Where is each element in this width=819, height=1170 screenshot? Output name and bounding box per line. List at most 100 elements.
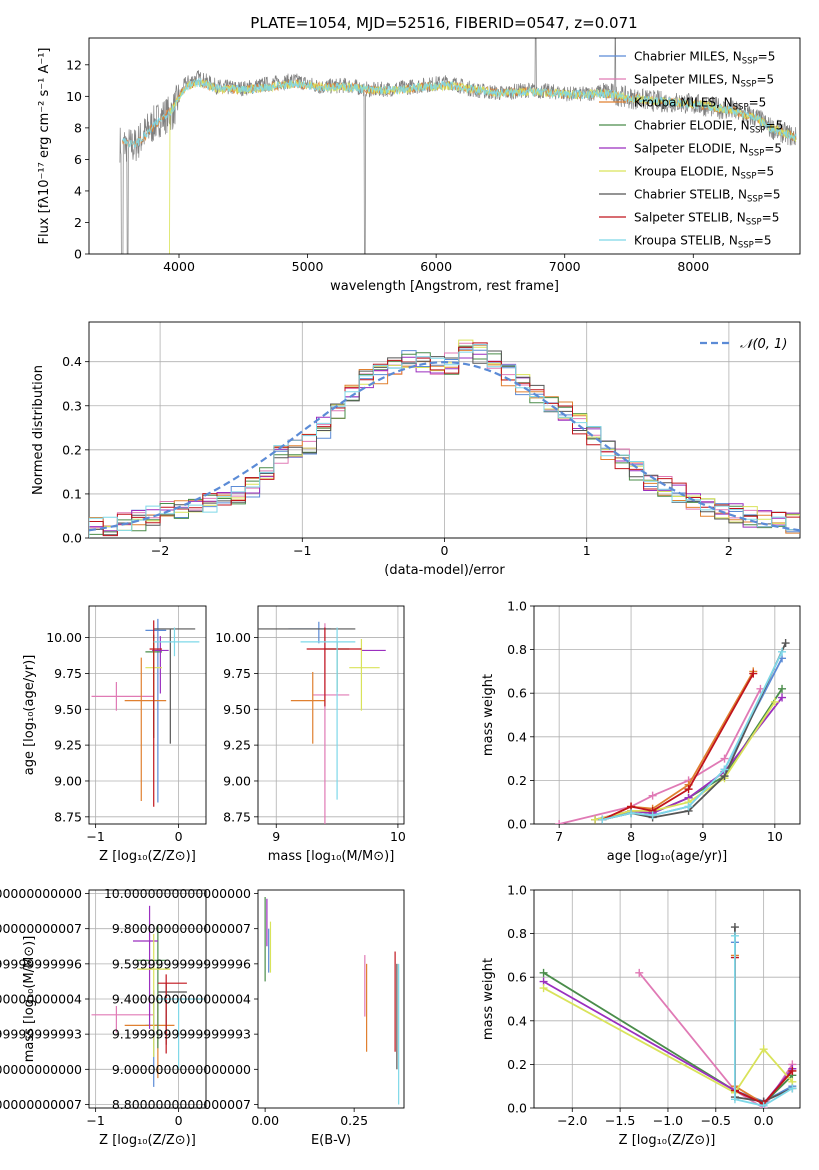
spectrum-panel: 4000 5000 6000 7000 8000 0 2 4 6 8 10 12 wavelength …	[37, 37, 801, 294]
y-tick-label: 4	[74, 183, 82, 198]
y-tick-label: 8.8000000000000007	[0, 1097, 82, 1112]
data-marker	[684, 785, 693, 794]
data-marker	[539, 984, 548, 993]
model-spectrum-line	[169, 78, 797, 254]
x-axis-label: Z [log₁₀(Z/Z⊙)]	[99, 1133, 196, 1148]
x-axis-label: Z [log₁₀(Z/Z⊙)]	[99, 849, 196, 864]
data-marker	[788, 1084, 797, 1093]
y-tick-label: 9.8000000000000007	[112, 921, 251, 936]
mass-vs-metallicity-plot-area	[91, 905, 204, 1087]
x-tick-label: 0.00	[251, 1113, 279, 1128]
age-vs-metallicity-panel: −1 0 8.75 9.00 9.25 9.50 9.75 10.00 Z [log₁₀(Z/Z…	[22, 605, 207, 864]
y-tick-label: 0.0	[62, 531, 82, 546]
y-tick-label: 12	[66, 57, 82, 72]
y-tick-label: 0.6	[507, 686, 527, 701]
y-tick-label: 9.0000000000000000	[112, 1062, 251, 1077]
mass-weight-vs-age-plot-area	[555, 639, 790, 824]
data-marker	[778, 647, 787, 656]
x-tick-label: 8000	[677, 259, 709, 274]
mass-weight-vs-metallicity-plot-area	[539, 923, 797, 1108]
y-tick-label: 0.4	[507, 729, 527, 744]
data-marker	[759, 1101, 768, 1108]
y-axis-label: mass weight	[481, 958, 496, 1040]
y-tick-label: 10.00	[215, 630, 251, 645]
y-tick-label: 9.1999999999999993	[112, 1027, 251, 1042]
observed-spectrum-line	[119, 38, 797, 254]
y-tick-label: 0.8	[507, 926, 527, 941]
y-axis-label: mass [log₁₀(M/M⊙)]	[22, 936, 37, 1063]
y-tick-label: 6	[74, 152, 82, 167]
mass-vs-extinction-panel: 0.00 0.25 8.8000000000000007 9.000000000000…	[104, 886, 405, 1148]
y-tick-label: 0.4	[507, 1013, 527, 1028]
x-tick-label: 0.25	[340, 1113, 368, 1128]
data-marker	[778, 693, 787, 702]
y-tick-label: 0.0	[507, 1101, 527, 1116]
y-tick-label: 10.0000000000000000	[0, 886, 82, 901]
y-tick-label: 9.75	[54, 666, 82, 681]
x-tick-label: 0	[441, 543, 449, 558]
x-tick-label: 4000	[163, 259, 195, 274]
mass-weight-series	[558, 688, 762, 824]
data-marker	[720, 765, 729, 774]
y-tick-label: 0.2	[507, 773, 527, 788]
residual-histogram-series	[89, 344, 800, 538]
residuals-panel: −2 −1 0 1 2 0.0 0.1 0.2 0.3 0.4 (data-model)/error…	[31, 321, 801, 578]
y-tick-label: 9.0000000000000000	[0, 1062, 82, 1077]
data-marker	[781, 639, 790, 648]
y-tick-label: 9.5999999999999996	[112, 956, 251, 971]
mass-weight-vs-age-panel: 7 8 9 10 0.0 0.2 0.4 0.6 0.8 1.0 age [log₁₀(age/yr…	[481, 599, 801, 864]
data-marker	[720, 754, 729, 763]
y-tick-label: 9.4000000000000004	[0, 992, 82, 1007]
y-tick-label: 8.75	[223, 809, 251, 824]
x-axis-label: wavelength [Angstrom, rest frame]	[330, 279, 559, 294]
y-tick-label: 9.00	[54, 773, 82, 788]
mass-weight-vs-metallicity-panel: −2.0 −1.5 −1.0 −0.5 0.0 0.0 0.2 0.4 0.6 0.8 1.0 Z […	[481, 883, 801, 1148]
legend-label: Chabrier MILES, NSSP=5	[634, 50, 775, 67]
y-tick-label: 9.4000000000000004	[112, 992, 251, 1007]
y-tick-label: 0.1	[62, 486, 82, 501]
legend-label: 𝒩(0, 1)	[740, 337, 787, 352]
x-tick-label: 0	[175, 829, 183, 844]
x-tick-label: 0.0	[754, 1113, 774, 1128]
y-axis-label: Normed distribution	[31, 365, 46, 495]
y-tick-label: 8.75	[54, 809, 82, 824]
legend-label: Kroupa STELIB, NSSP=5	[634, 234, 772, 251]
x-tick-label: −1.0	[653, 1113, 683, 1128]
y-tick-label: 10.0000000000000000	[104, 886, 251, 901]
legend-label: Salpeter MILES, NSSP=5	[634, 73, 774, 90]
data-marker	[635, 968, 644, 977]
y-tick-label: 9.25	[223, 738, 251, 753]
mass-weight-series	[602, 651, 783, 821]
y-tick-label: 9.1999999999999993	[0, 1027, 82, 1042]
data-marker	[591, 815, 600, 824]
mass-vs-metallicity-panel: −1 0 8.8000000000000007 9.0000000000000000 9…	[0, 886, 207, 1148]
data-marker	[598, 815, 607, 824]
x-tick-label: −1	[293, 543, 311, 558]
residuals-plot-area	[89, 339, 800, 538]
data-marker	[730, 931, 739, 940]
y-tick-label: 9.5999999999999996	[0, 956, 82, 971]
y-tick-label: 0.6	[507, 970, 527, 985]
residual-histogram-series	[89, 342, 800, 538]
mass-weight-series	[734, 935, 793, 1107]
plot-frame	[88, 37, 801, 255]
y-tick-label: 9.00	[223, 773, 251, 788]
y-tick-label: 9.75	[223, 666, 251, 681]
y-tick-label: 9.8000000000000007	[0, 921, 82, 936]
x-tick-label: 0	[175, 1113, 183, 1128]
mass-vs-extinction-plot-area	[264, 897, 400, 1105]
data-marker	[684, 802, 693, 811]
data-marker	[539, 968, 548, 977]
spectrum-plot-area	[119, 38, 797, 254]
y-tick-label: 0.2	[507, 1057, 527, 1072]
y-tick-label: 9.25	[54, 738, 82, 753]
x-tick-label: 9	[272, 829, 280, 844]
legend-label: Chabrier STELIB, NSSP=5	[634, 188, 781, 205]
y-tick-label: 0.8	[507, 642, 527, 657]
plot-frame	[533, 605, 801, 825]
mass-weight-series	[594, 701, 776, 821]
y-tick-label: 8.8000000000000007	[112, 1097, 251, 1112]
data-marker	[555, 820, 564, 824]
x-tick-label: 6000	[420, 259, 452, 274]
x-tick-label: 2	[725, 543, 733, 558]
